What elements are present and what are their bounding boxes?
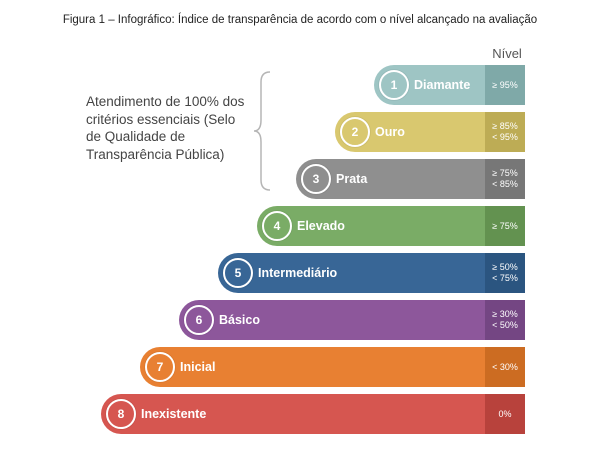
level-name: Básico	[219, 313, 260, 327]
level-number-badge: 7	[145, 352, 175, 382]
level-bar: 1 Diamante	[374, 65, 485, 105]
level-row: 6 Básico ≥ 30% < 50%	[179, 300, 525, 340]
level-row: 8 Inexistente 0%	[101, 394, 525, 434]
level-range-text: < 95%	[492, 132, 518, 142]
level-range-text: ≥ 75%	[492, 220, 518, 231]
level-range-text: < 85%	[492, 179, 518, 189]
level-number-badge: 2	[340, 117, 370, 147]
level-range-text: ≥ 85%	[492, 121, 518, 131]
level-bar: 6 Básico	[179, 300, 485, 340]
level-range-cell: ≥ 85% < 95%	[485, 112, 525, 152]
level-range-cell: < 30%	[485, 347, 525, 387]
level-name: Intermediário	[258, 266, 338, 280]
level-row: 3 Prata ≥ 75% < 85%	[296, 159, 525, 199]
level-range-text: ≥ 75%	[492, 168, 518, 178]
level-row: 1 Diamante ≥ 95%	[374, 65, 525, 105]
curly-brace-icon	[253, 71, 271, 191]
level-number-badge: 4	[262, 211, 292, 241]
level-row: 7 Inicial < 30%	[140, 347, 525, 387]
level-range-text: < 30%	[492, 361, 518, 372]
level-name: Inexistente	[141, 407, 207, 421]
level-range-cell: ≥ 30% < 50%	[485, 300, 525, 340]
level-name: Inicial	[180, 360, 216, 374]
level-range-cell: ≥ 75%	[485, 206, 525, 246]
level-number-badge: 1	[379, 70, 409, 100]
level-number-badge: 3	[301, 164, 331, 194]
level-row: 4 Elevado ≥ 75%	[257, 206, 525, 246]
level-range-text: < 50%	[492, 320, 518, 330]
nivel-header: Nível	[492, 46, 522, 61]
level-name: Prata	[336, 172, 368, 186]
level-range-text: 0%	[498, 408, 512, 419]
level-range-cell: ≥ 75% < 85%	[485, 159, 525, 199]
level-range-cell: ≥ 50% < 75%	[485, 253, 525, 293]
level-bar: 2 Ouro	[335, 112, 485, 152]
level-range-text: ≥ 30%	[492, 309, 518, 319]
level-bar: 8 Inexistente	[101, 394, 485, 434]
level-bar: 5 Intermediário	[218, 253, 485, 293]
level-range-text: ≥ 95%	[492, 79, 518, 90]
figure-title: Figura 1 – Infográfico: Índice de transp…	[62, 14, 538, 26]
level-row: 2 Ouro ≥ 85% < 95%	[335, 112, 525, 152]
level-row: 5 Intermediário ≥ 50% < 75%	[218, 253, 525, 293]
seal-annotation: Atendimento de 100% dos critérios essenc…	[86, 94, 245, 162]
level-name: Diamante	[414, 78, 471, 92]
level-range-text: ≥ 50%	[492, 262, 518, 272]
level-number-badge: 5	[223, 258, 253, 288]
level-name: Ouro	[375, 125, 405, 139]
level-range-cell: ≥ 95%	[485, 65, 525, 105]
level-range-cell: 0%	[485, 394, 525, 434]
level-bar: 4 Elevado	[257, 206, 485, 246]
level-bar: 3 Prata	[296, 159, 485, 199]
level-range-text: < 75%	[492, 273, 518, 283]
level-name: Elevado	[297, 219, 345, 233]
level-bar: 7 Inicial	[140, 347, 485, 387]
level-number-badge: 8	[106, 399, 136, 429]
level-number-badge: 6	[184, 305, 214, 335]
